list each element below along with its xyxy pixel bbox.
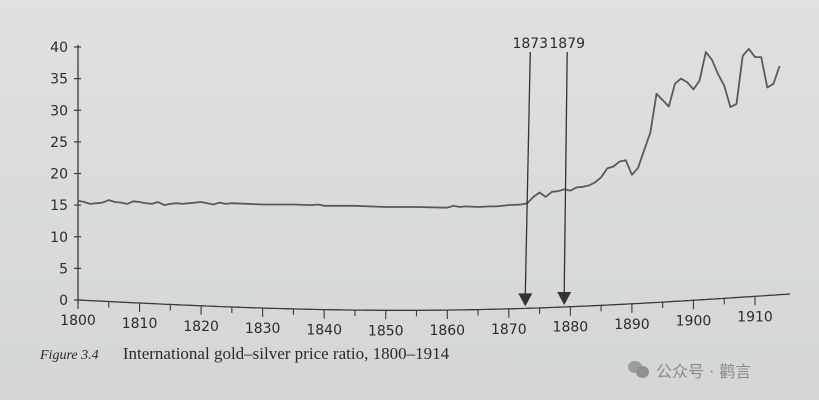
figure-label: Figure 3.4 bbox=[40, 348, 99, 363]
y-axis-tick-label: 20 bbox=[50, 167, 68, 183]
x-axis-tick-label: 1900 bbox=[676, 313, 712, 329]
figure-caption: Figure 3.4 International gold–silver pri… bbox=[40, 344, 449, 364]
annotation-arrowhead-icon bbox=[518, 293, 533, 307]
wechat-icon bbox=[628, 361, 650, 379]
annotation-arrowhead-icon bbox=[557, 291, 572, 305]
x-axis-tick-label: 1800 bbox=[60, 313, 96, 329]
y-axis-tick-label: 40 bbox=[50, 40, 68, 56]
x-axis-tick-label: 1860 bbox=[429, 323, 465, 339]
watermark-text: 公众号 · 鹳言 bbox=[656, 362, 752, 381]
y-axis-tick-label: 15 bbox=[50, 198, 68, 214]
x-axis-tick-label: 1880 bbox=[553, 320, 589, 336]
y-axis-tick-label: 0 bbox=[59, 293, 68, 309]
x-axis-tick-label: 1850 bbox=[368, 323, 404, 339]
caption-text: International gold–silver price ratio, 1… bbox=[122, 344, 450, 363]
x-axis-tick-label: 1830 bbox=[245, 321, 281, 337]
x-axis-tick-label: 1810 bbox=[122, 316, 158, 332]
watermark: 公众号 · 鹳言 bbox=[628, 358, 751, 382]
y-axis-tick-label: 35 bbox=[50, 72, 68, 88]
y-axis-tick-label: 5 bbox=[59, 261, 68, 277]
y-axis-tick-label: 10 bbox=[50, 230, 68, 246]
annotation-label: 1873 bbox=[512, 36, 548, 52]
annotation-label: 1879 bbox=[549, 36, 585, 52]
x-axis-tick-label: 1820 bbox=[183, 319, 219, 335]
ratio-series-line bbox=[77, 48, 781, 209]
y-axis-tick-label: 25 bbox=[50, 135, 68, 151]
x-axis-line bbox=[77, 293, 791, 311]
x-axis-tick-label: 1840 bbox=[306, 323, 342, 339]
x-axis-tick-label: 1890 bbox=[614, 317, 650, 333]
annotation-arrow-shaft bbox=[563, 51, 568, 293]
annotation-arrow-shaft bbox=[524, 51, 531, 295]
x-axis-tick-label: 1870 bbox=[491, 322, 527, 338]
x-axis-tick-label: 1910 bbox=[737, 309, 773, 325]
y-axis-tick-label: 30 bbox=[50, 103, 68, 119]
